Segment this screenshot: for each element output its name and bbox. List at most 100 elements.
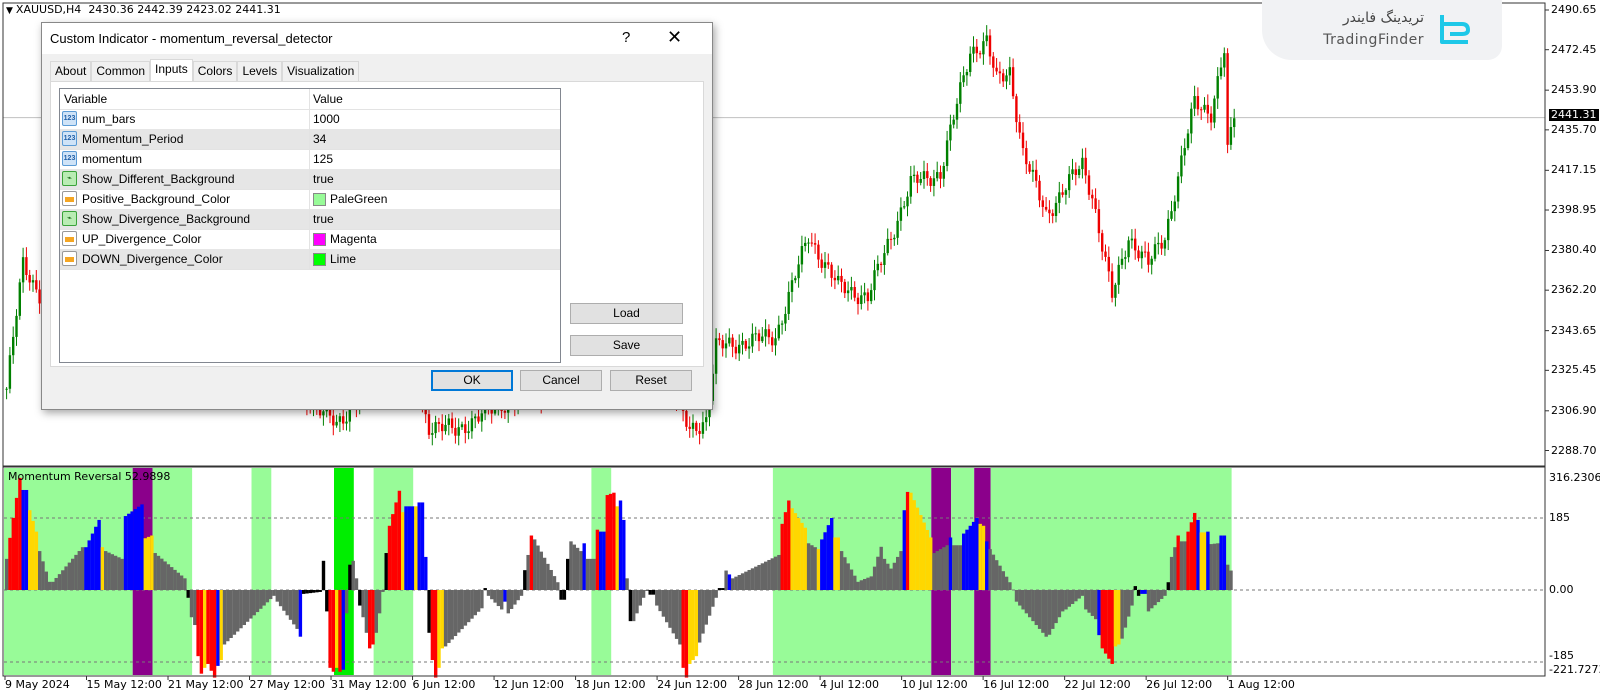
histogram-bar — [859, 580, 864, 590]
histogram-bar — [77, 551, 81, 590]
histogram-bar — [216, 590, 220, 666]
variable-value[interactable]: 34 — [313, 132, 326, 146]
tab-colors[interactable]: Colors — [192, 61, 238, 81]
histogram-bar — [975, 518, 979, 590]
histogram-bar — [344, 590, 349, 614]
close-button[interactable]: ✕ — [667, 27, 683, 47]
histogram-bar — [988, 549, 992, 590]
date-tick-label: 9 May 2024 — [5, 678, 70, 691]
candle-body — [444, 424, 447, 432]
dropdown-triangle-icon[interactable]: ▼ — [6, 6, 13, 16]
input-row[interactable]: 123 num_bars 1000 — [60, 109, 560, 130]
tab-inputs[interactable]: Inputs — [150, 59, 193, 81]
date-tick-label: 1 Aug 12:00 — [1227, 678, 1295, 691]
histogram-bar — [849, 569, 854, 590]
histogram-bar — [1054, 590, 1058, 624]
tab-visualization[interactable]: Visualization — [282, 61, 360, 81]
column-separator — [309, 149, 310, 169]
histogram-bar — [150, 535, 154, 590]
candle-body — [1163, 240, 1167, 249]
tab-common[interactable]: Common — [91, 61, 151, 81]
column-separator[interactable] — [309, 89, 310, 109]
column-separator — [309, 249, 310, 269]
candle-body — [1167, 218, 1170, 241]
histogram-bar — [463, 590, 468, 626]
input-row[interactable]: 123 momentum 125 — [60, 149, 560, 170]
column-header-value[interactable]: Value — [313, 92, 343, 106]
candle-body — [1170, 211, 1173, 219]
histogram-bar — [358, 590, 362, 606]
candle-body — [813, 243, 817, 245]
input-row[interactable]: Positive_Background_Color PaleGreen — [60, 189, 560, 210]
histogram-bar — [727, 574, 732, 590]
variable-value[interactable]: 1000 — [313, 112, 340, 126]
histogram-bar — [374, 590, 378, 633]
histogram-bar — [886, 563, 890, 590]
histogram-bar — [1028, 590, 1032, 618]
variable-value[interactable]: PaleGreen — [313, 192, 387, 206]
histogram-bar — [585, 558, 590, 590]
histogram-bar — [1193, 512, 1197, 590]
histogram-bar — [592, 558, 596, 590]
histogram-bar — [1150, 590, 1154, 609]
histogram-bar — [1107, 590, 1111, 659]
candle-body — [1206, 104, 1209, 114]
save-button[interactable]: Save — [570, 335, 683, 356]
cancel-button[interactable]: Cancel — [520, 370, 602, 391]
ok-button[interactable]: OK — [431, 370, 513, 391]
input-row[interactable]: UP_Divergence_Color Magenta — [60, 229, 560, 250]
variable-value[interactable]: Lime — [313, 252, 356, 266]
variable-value[interactable]: 125 — [313, 152, 333, 166]
histogram-bar — [509, 590, 514, 609]
color-swatch[interactable] — [313, 192, 326, 206]
tab-about[interactable]: About — [50, 61, 92, 81]
indicator-tick-label: -221.7273 — [1549, 663, 1600, 676]
histogram-bar — [1113, 590, 1118, 647]
histogram-bar — [546, 563, 550, 590]
histogram-bar — [1166, 582, 1170, 590]
help-button[interactable]: ? — [622, 29, 631, 46]
histogram-bar — [945, 545, 949, 590]
reset-button[interactable]: Reset — [610, 370, 692, 391]
candle-body — [1124, 257, 1127, 259]
histogram-bar — [420, 502, 425, 590]
load-button[interactable]: Load — [570, 303, 683, 324]
histogram-bar — [503, 590, 507, 602]
candle-body — [1058, 192, 1061, 203]
candle-body — [18, 282, 21, 316]
dialog-titlebar[interactable]: Custom Indicator - momentum_reversal_det… — [42, 23, 712, 54]
color-swatch[interactable] — [313, 232, 326, 246]
histogram-bar — [74, 554, 78, 590]
histogram-bar — [209, 590, 213, 671]
histogram-bar — [919, 515, 923, 590]
input-row[interactable]: 123 Momentum_Period 34 — [60, 129, 560, 150]
variable-value[interactable]: Magenta — [313, 232, 377, 246]
variable-value[interactable]: true — [313, 172, 334, 186]
candle-body — [345, 421, 348, 424]
price-tick-label: 2435.70 — [1551, 122, 1597, 136]
color-icon — [62, 191, 77, 206]
candle-body — [721, 340, 724, 349]
candle-body — [1196, 96, 1200, 110]
color-swatch[interactable] — [313, 252, 326, 266]
tab-levels[interactable]: Levels — [237, 61, 283, 81]
input-row[interactable]: ⌁ Show_Different_Background true — [60, 169, 560, 190]
histogram-bar — [236, 590, 240, 632]
histogram-bar — [285, 590, 289, 616]
date-tick-label: 22 Jul 12:00 — [1064, 678, 1131, 691]
histogram-bar — [559, 590, 563, 600]
input-row[interactable]: ⌁ Show_Divergence_Background true — [60, 209, 560, 230]
input-row[interactable]: DOWN_Divergence_Color Lime — [60, 249, 560, 270]
candle-body — [972, 46, 975, 54]
histogram-bar — [255, 590, 260, 613]
candle-body — [761, 336, 764, 342]
histogram-bar — [443, 590, 448, 647]
histogram-bar — [542, 557, 547, 590]
column-header-variable[interactable]: Variable — [64, 92, 108, 106]
histogram-bar — [991, 554, 996, 590]
histogram-bar — [140, 504, 144, 590]
histogram-bar — [321, 560, 326, 590]
variable-value[interactable]: true — [313, 212, 334, 226]
candle-body — [774, 338, 777, 346]
